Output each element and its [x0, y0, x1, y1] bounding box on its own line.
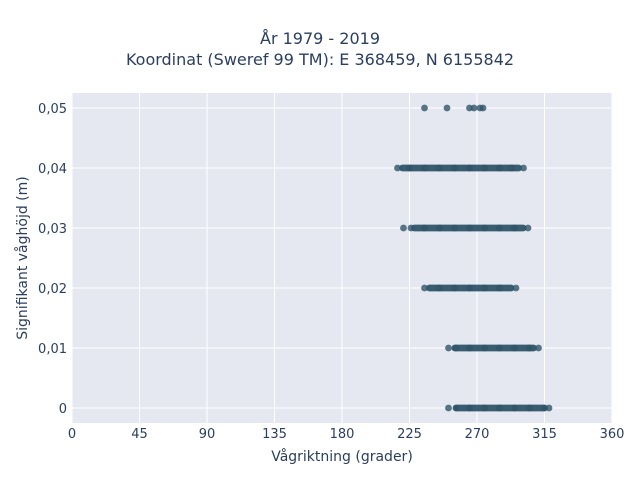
x-tick-label: 225: [397, 427, 422, 442]
y-tick-label: 0,05: [38, 102, 67, 117]
chart-title-line-1: År 1979 - 2019: [260, 29, 380, 48]
data-point: [445, 404, 452, 412]
data-point: [496, 224, 503, 232]
data-points: [394, 104, 553, 412]
data-point: [445, 344, 452, 352]
data-point: [511, 404, 518, 412]
data-point: [512, 284, 520, 292]
x-tick-label: 360: [600, 427, 625, 442]
y-tick-label: 0: [59, 402, 67, 417]
data-point: [466, 164, 473, 172]
data-point: [436, 284, 443, 292]
data-point: [466, 344, 473, 352]
data-point: [451, 164, 458, 172]
data-point: [496, 284, 503, 292]
data-point: [466, 404, 473, 412]
x-tick-label: 180: [330, 427, 355, 442]
data-point: [421, 284, 428, 292]
chart-title-line-2: Koordinat (Sweref 99 TM): E 368459, N 61…: [125, 50, 515, 69]
data-point: [436, 224, 443, 232]
data-point: [394, 164, 401, 172]
data-point: [452, 344, 460, 352]
x-tick-label: 315: [532, 427, 557, 442]
data-point: [545, 404, 553, 412]
data-point: [479, 104, 487, 112]
data-point: [421, 164, 428, 172]
data-point: [526, 344, 533, 352]
data-point: [407, 224, 415, 232]
data-point: [535, 344, 542, 352]
data-point: [481, 404, 488, 412]
data-point: [421, 224, 428, 232]
data-point: [481, 284, 488, 292]
data-point: [466, 224, 473, 232]
data-point: [406, 164, 413, 172]
data-point: [400, 224, 407, 232]
data-point: [481, 224, 488, 232]
data-point: [496, 404, 503, 412]
x-tick-label: 0: [68, 427, 76, 442]
x-tick-label: 90: [199, 427, 216, 442]
data-point: [470, 104, 478, 112]
data-point: [436, 164, 443, 172]
data-point: [511, 224, 518, 232]
y-axis-label: Signifikant våghöjd (m): [14, 176, 31, 339]
data-point: [526, 404, 533, 412]
x-axis-label: Vågriktning (grader): [271, 448, 413, 465]
x-tick-label: 135: [262, 427, 287, 442]
x-axis-ticks: 0 45 90 135 180 225 270 315 360: [68, 427, 625, 442]
data-point: [421, 104, 428, 112]
data-point: [443, 104, 451, 112]
y-axis-ticks: 0 0,01 0,02 0,03 0,04 0,05: [38, 102, 67, 417]
data-point: [466, 284, 473, 292]
y-tick-label: 0,03: [38, 222, 67, 237]
data-point: [524, 224, 532, 232]
y-tick-label: 0,01: [38, 342, 67, 357]
y-tick-label: 0,04: [38, 162, 67, 177]
y-tick-label: 0,02: [38, 282, 67, 297]
data-point: [481, 344, 488, 352]
data-point: [451, 224, 458, 232]
data-band: [399, 164, 522, 172]
data-band: [451, 344, 537, 352]
data-point: [496, 164, 503, 172]
data-point: [452, 404, 460, 412]
data-point: [451, 284, 458, 292]
data-point: [511, 344, 518, 352]
data-point: [496, 344, 503, 352]
x-tick-label: 45: [131, 427, 148, 442]
data-point: [508, 164, 515, 172]
x-tick-label: 270: [465, 427, 490, 442]
data-point: [481, 164, 488, 172]
data-point: [520, 164, 527, 172]
